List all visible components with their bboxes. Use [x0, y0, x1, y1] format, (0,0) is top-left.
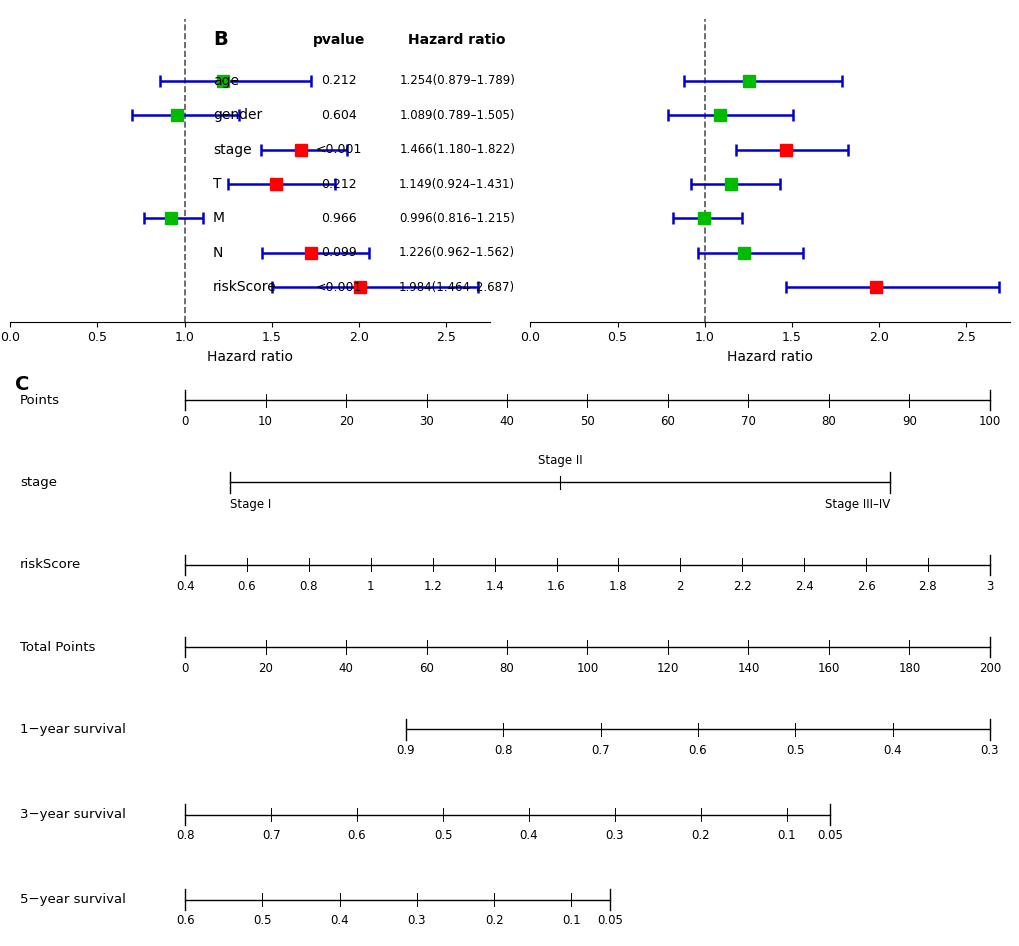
Text: T: T: [213, 177, 221, 191]
Text: 0.2: 0.2: [691, 830, 709, 842]
Text: 0.1: 0.1: [561, 915, 580, 927]
Text: 0.4: 0.4: [519, 830, 538, 842]
Text: 80: 80: [499, 662, 514, 674]
Text: 100: 100: [576, 662, 598, 674]
Text: 2.2: 2.2: [732, 580, 751, 592]
Text: 1.8: 1.8: [608, 580, 627, 592]
Text: 0.8: 0.8: [175, 830, 195, 842]
Text: 0.8: 0.8: [493, 745, 513, 757]
Text: Stage III–IV: Stage III–IV: [823, 499, 889, 512]
Text: 2: 2: [676, 580, 684, 592]
Text: stage: stage: [213, 143, 252, 157]
Text: 0: 0: [181, 415, 189, 428]
Text: 0.4: 0.4: [175, 580, 195, 592]
Text: 0.099: 0.099: [320, 246, 357, 259]
Text: 3−year survival: 3−year survival: [20, 808, 126, 821]
Text: 60: 60: [660, 415, 675, 428]
Text: 1.226(0.962–1.562): 1.226(0.962–1.562): [398, 246, 515, 259]
Text: 0.4: 0.4: [330, 915, 348, 927]
Text: 0.6: 0.6: [237, 580, 256, 592]
Text: 80: 80: [820, 415, 836, 428]
Text: 120: 120: [656, 662, 679, 674]
Text: 0.996(0.816–1.215): 0.996(0.816–1.215): [398, 212, 515, 225]
Text: riskScore: riskScore: [20, 558, 82, 571]
Text: 60: 60: [419, 662, 433, 674]
Text: 0.7: 0.7: [262, 830, 280, 842]
Text: Stage I: Stage I: [230, 499, 271, 512]
Text: 3: 3: [985, 580, 993, 592]
Text: 0.9: 0.9: [396, 745, 415, 757]
Text: 0.212: 0.212: [321, 75, 356, 87]
Text: 0.8: 0.8: [300, 580, 318, 592]
Text: 0.6: 0.6: [688, 745, 706, 757]
Text: 90: 90: [901, 415, 916, 428]
Text: Hazard ratio: Hazard ratio: [408, 32, 505, 46]
Text: 0.7: 0.7: [591, 745, 609, 757]
Text: 200: 200: [977, 662, 1000, 674]
Text: 1−year survival: 1−year survival: [20, 723, 126, 736]
Text: 160: 160: [817, 662, 840, 674]
Text: 40: 40: [338, 662, 354, 674]
Text: pvalue: pvalue: [312, 32, 365, 46]
Text: 0.3: 0.3: [979, 745, 998, 757]
Text: 0.604: 0.604: [320, 109, 357, 122]
Text: 1.6: 1.6: [546, 580, 566, 592]
Text: 1.149(0.924–1.431): 1.149(0.924–1.431): [398, 178, 515, 190]
Text: M: M: [213, 212, 225, 225]
Text: stage: stage: [20, 476, 57, 489]
Text: 100: 100: [977, 415, 1000, 428]
Text: 2.4: 2.4: [794, 580, 813, 592]
Text: 1.466(1.180–1.822): 1.466(1.180–1.822): [398, 143, 515, 156]
X-axis label: Hazard ratio: Hazard ratio: [727, 350, 812, 364]
Text: 70: 70: [740, 415, 755, 428]
Text: 0: 0: [181, 662, 189, 674]
Text: Points: Points: [20, 394, 60, 407]
Text: Stage II: Stage II: [537, 453, 582, 466]
Text: 30: 30: [419, 415, 433, 428]
Text: 0.5: 0.5: [253, 915, 271, 927]
Text: 0.4: 0.4: [882, 745, 901, 757]
Text: 0.212: 0.212: [321, 178, 356, 190]
Text: 0.966: 0.966: [321, 212, 356, 225]
Text: 1.2: 1.2: [423, 580, 441, 592]
Text: <0.001: <0.001: [315, 281, 362, 294]
Text: riskScore: riskScore: [213, 280, 276, 294]
Text: age: age: [213, 74, 238, 88]
Text: 1.984(1.464–2.687): 1.984(1.464–2.687): [398, 281, 515, 294]
Text: 20: 20: [258, 662, 273, 674]
Text: 1: 1: [367, 580, 374, 592]
X-axis label: Hazard ratio: Hazard ratio: [207, 350, 292, 364]
Text: 2.6: 2.6: [856, 580, 874, 592]
Text: gender: gender: [213, 108, 262, 122]
Text: 0.3: 0.3: [605, 830, 624, 842]
Text: 0.05: 0.05: [596, 915, 623, 927]
Text: Total Points: Total Points: [20, 640, 96, 654]
Text: 140: 140: [737, 662, 759, 674]
Text: <0.001: <0.001: [315, 143, 362, 156]
Text: 0.05: 0.05: [816, 830, 842, 842]
Text: 180: 180: [898, 662, 919, 674]
Text: 1.254(0.879–1.789): 1.254(0.879–1.789): [398, 75, 515, 87]
Text: B: B: [213, 30, 227, 49]
Text: 10: 10: [258, 415, 273, 428]
Text: 20: 20: [338, 415, 354, 428]
Text: 50: 50: [580, 415, 594, 428]
Text: 0.5: 0.5: [433, 830, 451, 842]
Text: 0.1: 0.1: [776, 830, 796, 842]
Text: 0.3: 0.3: [408, 915, 426, 927]
Text: 1.089(0.789–1.505): 1.089(0.789–1.505): [399, 109, 515, 122]
Text: 0.2: 0.2: [484, 915, 503, 927]
Text: 0.5: 0.5: [786, 745, 804, 757]
Text: 1.4: 1.4: [485, 580, 503, 592]
Text: C: C: [15, 375, 30, 394]
Text: N: N: [213, 246, 223, 260]
Text: 0.6: 0.6: [175, 915, 195, 927]
Text: 2.8: 2.8: [918, 580, 936, 592]
Text: 40: 40: [499, 415, 514, 428]
Text: 5−year survival: 5−year survival: [20, 893, 126, 906]
Text: 0.6: 0.6: [347, 830, 366, 842]
